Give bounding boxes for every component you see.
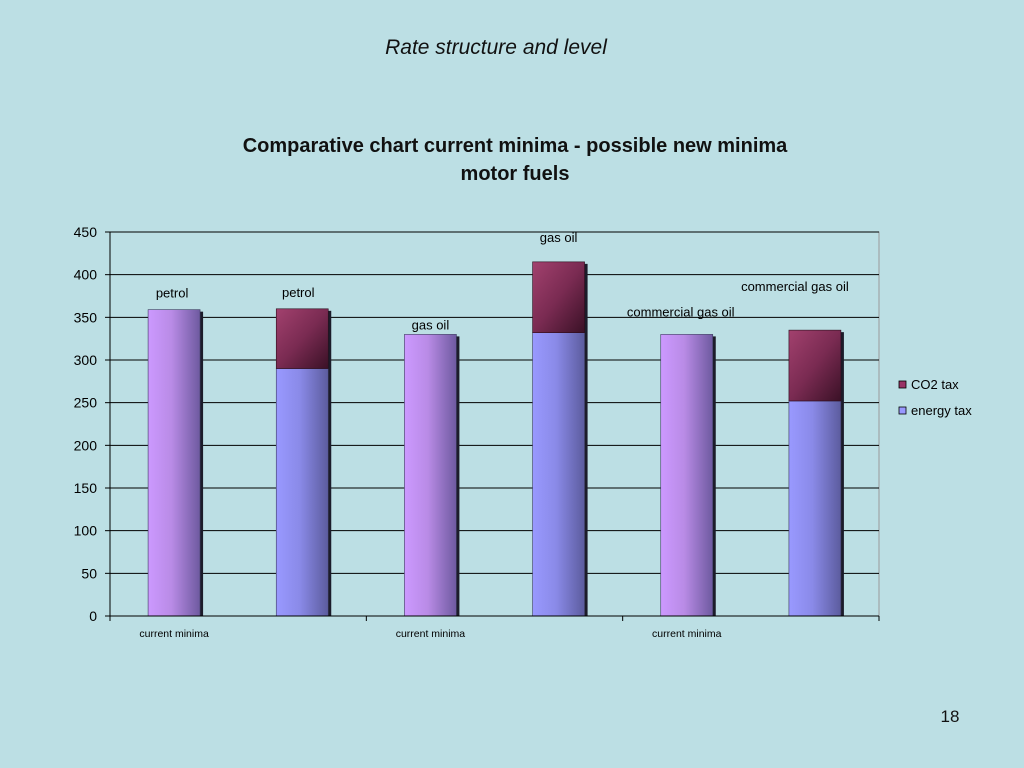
bar-labels: petrol petrol gas oil gas oil commercial gas… [156, 230, 849, 333]
y-tick-label: 0 [89, 608, 97, 624]
legend-item-co2-tax: CO2 tax [898, 377, 959, 392]
y-tick-label: 200 [74, 437, 98, 453]
chart-subtitle: motor fuels [460, 163, 570, 185]
bar-label: commercial gas oil [627, 304, 735, 319]
bar-co2-tax [532, 261, 585, 333]
bar-energy-tax [147, 309, 201, 617]
y-tick-label: 250 [74, 395, 98, 411]
bar-energy-tax [788, 400, 842, 617]
bar-co2-tax [275, 308, 329, 369]
page-number: 18 [940, 707, 960, 726]
x-category-label: current minima [139, 628, 209, 640]
y-tick-label: 400 [74, 267, 98, 283]
bar-label: gas oil [412, 317, 450, 332]
legend-item-energy-tax: energy tax [898, 403, 972, 418]
bar-label: petrol [156, 286, 189, 301]
legend-swatch [898, 406, 907, 415]
legend-label: CO2 tax [911, 377, 959, 392]
bar-energy-tax [532, 332, 585, 617]
bar-energy-tax [404, 334, 457, 617]
bar-energy-tax [275, 368, 329, 617]
legend-label: energy tax [911, 403, 972, 418]
bar-co2-tax [788, 329, 842, 402]
legend: CO2 tax energy tax [898, 377, 972, 418]
bar-label: gas oil [540, 230, 578, 245]
x-category-label: current minima [652, 628, 722, 640]
y-tick-label: 50 [81, 565, 97, 581]
bars [147, 261, 844, 617]
y-tick-label: 150 [74, 480, 98, 496]
legend-swatch [898, 380, 907, 389]
y-tick-label: 450 [74, 224, 98, 240]
bar-label: commercial gas oil [741, 279, 849, 294]
slide-title: Rate structure and level [385, 36, 607, 59]
x-category-label: current minima [396, 628, 466, 640]
chart-title-block: Comparative chart current minima - possi… [180, 132, 850, 188]
y-tick-label: 100 [74, 523, 98, 539]
axes: 0 50 100 150 200 250 300 350 400 450 current minim… [74, 224, 880, 640]
chart-title: Comparative chart current minima - possi… [242, 135, 788, 157]
y-tick-label: 350 [74, 309, 98, 325]
y-tick-label: 300 [74, 352, 98, 368]
bar-label: petrol [282, 285, 315, 300]
bar-energy-tax [660, 334, 714, 617]
